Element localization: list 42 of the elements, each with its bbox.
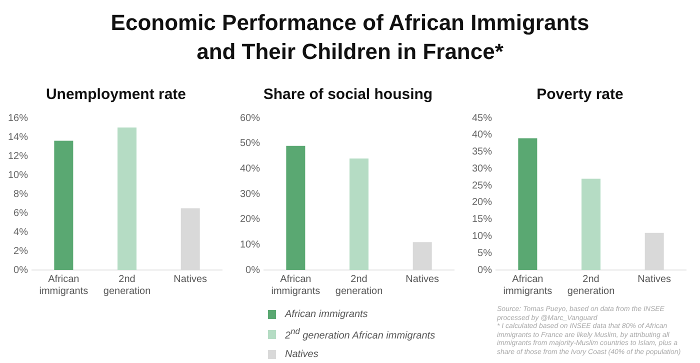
y-tick-label: 45% (472, 112, 492, 124)
y-tick-label: 14% (8, 132, 28, 143)
x-tick-label: Natives (174, 274, 208, 285)
x-tick-label: 2nd generation (335, 274, 383, 297)
y-tick-label: 2% (14, 246, 28, 257)
x-tick-label: African immigrants (271, 274, 320, 297)
legend-label: 2$^{nd}$ generation African immigrants (285, 326, 436, 342)
y-tick-label: 10% (240, 239, 260, 250)
y-tick-label: 5% (478, 248, 492, 259)
y-tick-label: 50% (240, 138, 260, 150)
y-tick-label: 0% (14, 264, 28, 276)
x-tick-label: African immigrants (39, 274, 88, 297)
y-tick-label: 35% (472, 146, 492, 158)
legend-label: Natives (285, 348, 318, 360)
y-tick-label: 40% (472, 130, 492, 141)
x-tick-label: 2nd generation (567, 274, 615, 297)
y-tick-label: 0% (246, 264, 260, 276)
x-tick-label: African immigrants (503, 274, 552, 297)
y-tick-label: 25% (472, 180, 492, 192)
y-tick-label: 60% (240, 112, 260, 124)
y-tick-label: 20% (240, 214, 260, 226)
y-tick-label: 10% (8, 170, 28, 181)
x-tick-label: Natives (638, 274, 672, 285)
x-tick-label: Natives (406, 274, 440, 285)
y-tick-label: 30% (472, 163, 492, 174)
y-tick-label: 40% (240, 163, 260, 174)
y-tick-label: 0% (478, 264, 492, 276)
legend-label: African immigrants (285, 308, 368, 320)
x-tick-label: 2nd generation (103, 274, 151, 297)
chart-title: Share of social housing (262, 86, 434, 103)
y-tick-label: 10% (472, 230, 492, 242)
chart-title: Unemployment rate (44, 86, 188, 103)
y-tick-label: 8% (14, 188, 28, 200)
y-tick-label: 12% (8, 150, 28, 162)
y-tick-label: 6% (14, 208, 28, 219)
text: Economic Performance of African Immigrants and Their Children in France* (110, 9, 590, 66)
y-tick-label: 16% (8, 112, 28, 124)
chart-title: Poverty rate (536, 86, 624, 103)
y-tick-label: 30% (240, 188, 260, 200)
y-tick-label: 15% (472, 214, 492, 226)
y-tick-label: 20% (472, 197, 492, 208)
y-tick-label: 4% (14, 226, 28, 238)
